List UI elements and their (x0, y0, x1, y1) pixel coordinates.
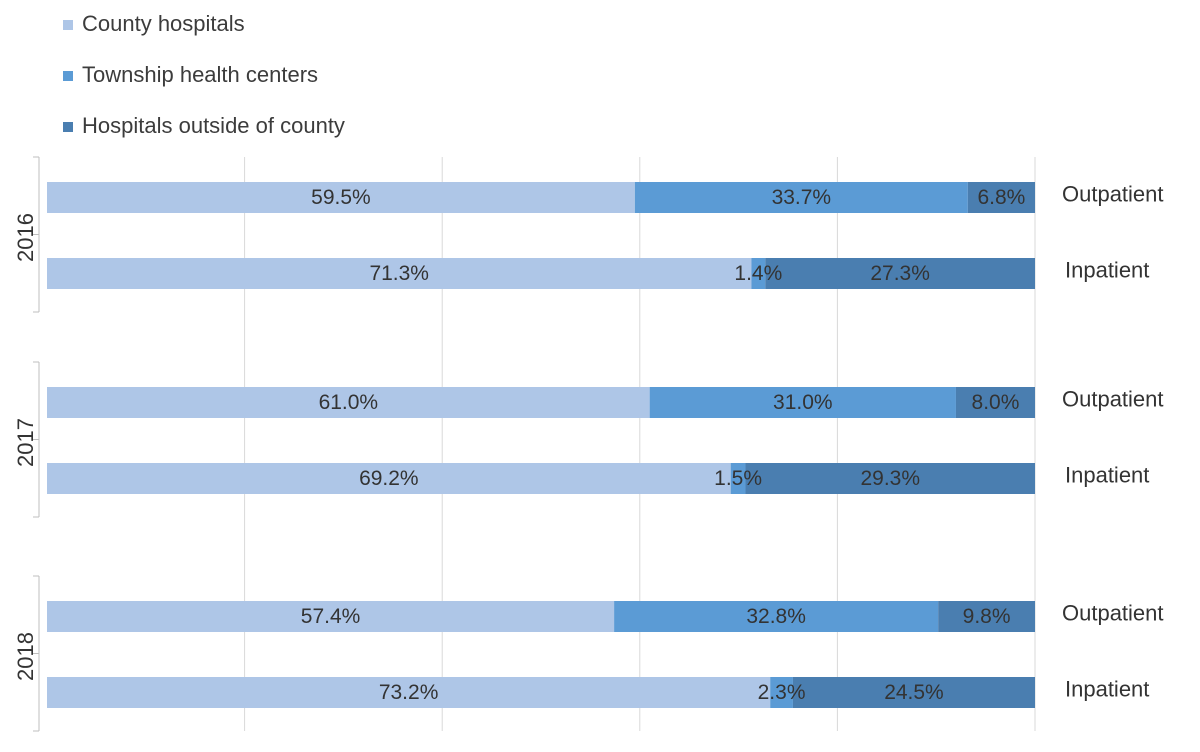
row-label-2017-inpatient: Inpatient (1065, 462, 1149, 487)
category-axis: 2016 2017 2018 (13, 156, 40, 732)
legend: County hospitals Township health centers H… (63, 11, 345, 138)
legend-label-township-health-centers: Township health centers (82, 62, 318, 87)
bar-2017-outpatient-township-health-centers (649, 387, 956, 418)
bar-2016-inpatient-township-health-centers (751, 258, 766, 289)
row-label-2018-outpatient: Outpatient (1062, 600, 1164, 625)
bars (47, 182, 1035, 708)
legend-swatch-hospitals-outside-of-county (63, 122, 73, 132)
value-label-2016-outpatient-township-health-centers: 33.7% (772, 186, 832, 209)
value-label-2016-inpatient-county-hospitals: 71.3% (369, 262, 429, 285)
value-label-2018-outpatient-hospitals-outside-of-county: 9.8% (963, 605, 1011, 628)
legend-label-hospitals-outside-of-county: Hospitals outside of county (82, 113, 345, 138)
labels: 59.5% 33.7% 6.8% Outpatient 71.3% 1.4% 27.3% In… (301, 181, 1164, 704)
bar-2016-outpatient-township-health-centers (634, 182, 968, 213)
bar-2017-inpatient-county-hospitals (47, 463, 731, 494)
year-label-2018: 2018 (13, 632, 38, 681)
value-label-2018-outpatient-township-health-centers: 32.8% (746, 605, 806, 628)
value-label-2017-outpatient-hospitals-outside-of-county: 8.0% (972, 391, 1020, 414)
year-label-2017: 2017 (13, 418, 38, 467)
legend-label-county-hospitals: County hospitals (82, 11, 245, 36)
bar-2018-inpatient-county-hospitals (47, 677, 771, 708)
bar-2018-inpatient-township-health-centers (770, 677, 793, 708)
value-label-2018-inpatient-county-hospitals: 73.2% (379, 681, 439, 704)
bar-2017-inpatient-hospitals-outside-of-county (745, 463, 1035, 494)
value-label-2016-inpatient-township-health-centers: 1.4% (734, 262, 782, 285)
legend-swatch-county-hospitals (63, 20, 73, 30)
bar-2016-inpatient-hospitals-outside-of-county (765, 258, 1035, 289)
bar-2016-outpatient-county-hospitals (47, 182, 635, 213)
bar-2018-outpatient-county-hospitals (47, 601, 615, 632)
row-label-2017-outpatient: Outpatient (1062, 386, 1164, 411)
value-label-2018-inpatient-township-health-centers: 2.3% (758, 681, 806, 704)
row-label-2016-outpatient: Outpatient (1062, 181, 1164, 206)
bar-2016-inpatient-county-hospitals (47, 258, 752, 289)
bar-2018-outpatient-township-health-centers (614, 601, 939, 632)
value-label-2017-inpatient-township-health-centers: 1.5% (714, 467, 762, 490)
bar-2017-outpatient-county-hospitals (47, 387, 650, 418)
value-label-2016-inpatient-hospitals-outside-of-county: 27.3% (870, 262, 930, 285)
bar-2017-inpatient-township-health-centers (730, 463, 746, 494)
value-label-2017-inpatient-hospitals-outside-of-county: 29.3% (860, 467, 920, 490)
value-label-2018-outpatient-county-hospitals: 57.4% (301, 605, 361, 628)
value-label-2017-inpatient-county-hospitals: 69.2% (359, 467, 419, 490)
value-label-2017-outpatient-township-health-centers: 31.0% (773, 391, 833, 414)
bar-2017-outpatient-hospitals-outside-of-county (955, 387, 1035, 418)
gridlines (244, 157, 1036, 731)
bar-2018-outpatient-hospitals-outside-of-county (938, 601, 1035, 632)
value-label-2017-outpatient-county-hospitals: 61.0% (319, 391, 379, 414)
value-label-2016-outpatient-county-hospitals: 59.5% (311, 186, 371, 209)
row-label-2016-inpatient: Inpatient (1065, 257, 1149, 282)
bar-2016-outpatient-hospitals-outside-of-county (967, 182, 1035, 213)
value-label-2016-outpatient-hospitals-outside-of-county: 6.8% (977, 186, 1025, 209)
bar-2018-inpatient-hospitals-outside-of-county (792, 677, 1035, 708)
value-label-2018-inpatient-hospitals-outside-of-county: 24.5% (884, 681, 944, 704)
row-label-2018-inpatient: Inpatient (1065, 676, 1149, 701)
year-label-2016: 2016 (13, 213, 38, 262)
legend-swatch-township-health-centers (63, 71, 73, 81)
